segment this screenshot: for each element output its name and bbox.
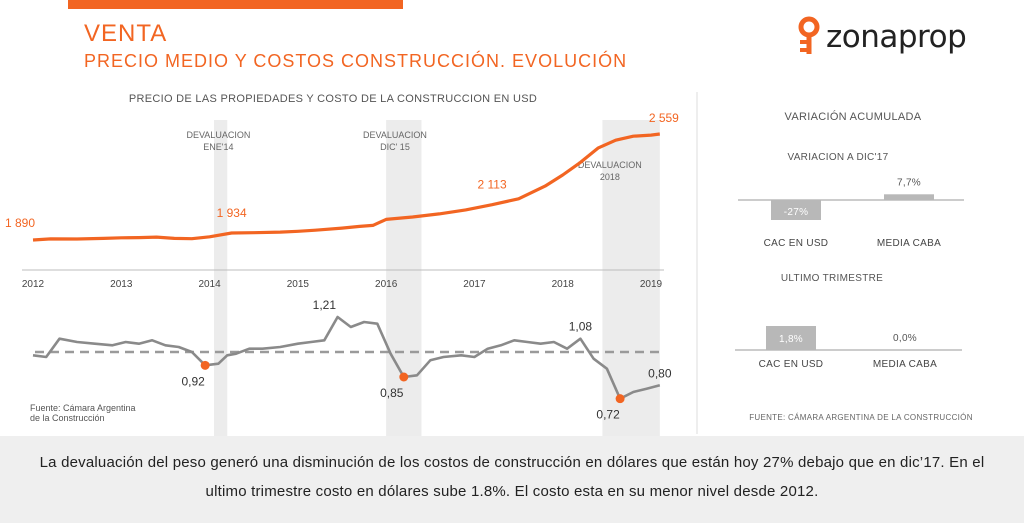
x-tick-label: 2012 bbox=[22, 279, 45, 290]
devaluation-annotation: DEVALUACION bbox=[186, 130, 250, 140]
cost-ratio-line bbox=[32, 315, 661, 400]
last-quarter-bar bbox=[766, 326, 816, 350]
price-data-label: 1 934 bbox=[217, 206, 247, 220]
source-note: de la Construcción bbox=[30, 413, 105, 423]
price-data-label: 2 559 bbox=[649, 111, 679, 125]
variation-subtitle: VARIACION A DIC'17 bbox=[787, 152, 888, 163]
cost-ratio-marker bbox=[200, 360, 210, 370]
variation-bar-value: -27% bbox=[784, 207, 809, 218]
key-icon bbox=[798, 16, 820, 54]
devaluation-band bbox=[213, 120, 228, 436]
devaluation-annotation: DEVALUACION bbox=[363, 130, 427, 140]
right-panel-source: FUENTE: CÁMARA ARGENTINA DE LA CONSTRUCC… bbox=[749, 413, 973, 422]
page-title: VENTA bbox=[84, 20, 168, 47]
cost-ratio-marker bbox=[615, 394, 625, 404]
top-accent-bar bbox=[68, 0, 403, 9]
page-subtitle: PRECIO MEDIO Y COSTOS CONSTRUCCIÓN. EVOL… bbox=[84, 51, 628, 71]
price-chart-title: PRECIO DE LAS PROPIEDADES Y COSTO DE LA … bbox=[129, 93, 537, 105]
footer-line-1: La devaluación del peso generó una dismi… bbox=[39, 454, 985, 471]
zonaprop-logo: zonaprop bbox=[796, 14, 967, 60]
last-quarter-bar-value: 0,0% bbox=[893, 333, 917, 344]
variation-bar-category: CAC EN USD bbox=[764, 238, 829, 249]
devaluation-annotation: 2018 bbox=[600, 172, 620, 182]
price-data-label: 1 890 bbox=[5, 216, 35, 230]
variation-title: VARIACIÓN ACUMULADA bbox=[785, 110, 922, 123]
last-quarter-bar-category: CAC EN USD bbox=[759, 359, 824, 370]
last-quarter-bar-value: 1,8% bbox=[779, 334, 803, 345]
devaluation-annotation: DEVALUACION bbox=[578, 160, 642, 170]
variation-bar bbox=[771, 200, 821, 220]
x-tick-label: 2018 bbox=[552, 279, 575, 290]
cost-ratio-marker bbox=[399, 372, 409, 382]
cost-ratio-label: 0,92 bbox=[181, 374, 205, 388]
footer-text: La devaluación del peso generó una dismi… bbox=[0, 448, 1024, 506]
x-tick-label: 2014 bbox=[198, 279, 221, 290]
last-quarter-title: ULTIMO TRIMESTRE bbox=[781, 273, 883, 284]
cost-ratio-label: 1,21 bbox=[313, 298, 337, 312]
charts-canvas: DEVALUACION ENE'14 DEVALUACION DIC' 15 DEVAL… bbox=[5, 92, 973, 436]
devaluation-band bbox=[386, 120, 422, 436]
devaluation-annotation: DIC' 15 bbox=[380, 142, 410, 152]
x-tick-label: 2015 bbox=[287, 279, 310, 290]
variation-bar bbox=[884, 194, 934, 200]
footer-line-2: ultimo trimestre costo en dólares sube 1… bbox=[205, 483, 819, 500]
cost-ratio-label: 0,85 bbox=[380, 386, 404, 400]
last-quarter-bar-category: MEDIA CABA bbox=[873, 359, 937, 370]
price-series-line bbox=[32, 132, 660, 242]
cost-ratio-label: 1,08 bbox=[569, 320, 593, 334]
variation-bar-value: 7,7% bbox=[897, 177, 921, 188]
source-note: Fuente: Cámara Argentina bbox=[30, 403, 136, 413]
devaluation-annotation: ENE'14 bbox=[203, 142, 233, 152]
x-tick-label: 2013 bbox=[110, 279, 133, 290]
x-tick-label: 2016 bbox=[375, 279, 398, 290]
cost-ratio-label: 0,80 bbox=[648, 366, 672, 380]
x-tick-label: 2017 bbox=[463, 279, 486, 290]
x-tick-label: 2019 bbox=[640, 279, 663, 290]
variation-bar-category: MEDIA CABA bbox=[877, 238, 941, 249]
footer-panel bbox=[0, 436, 1024, 523]
price-data-label: 2 113 bbox=[478, 178, 507, 192]
logo-text: zonaprop bbox=[826, 19, 967, 55]
cost-ratio-label: 0,72 bbox=[596, 408, 620, 422]
